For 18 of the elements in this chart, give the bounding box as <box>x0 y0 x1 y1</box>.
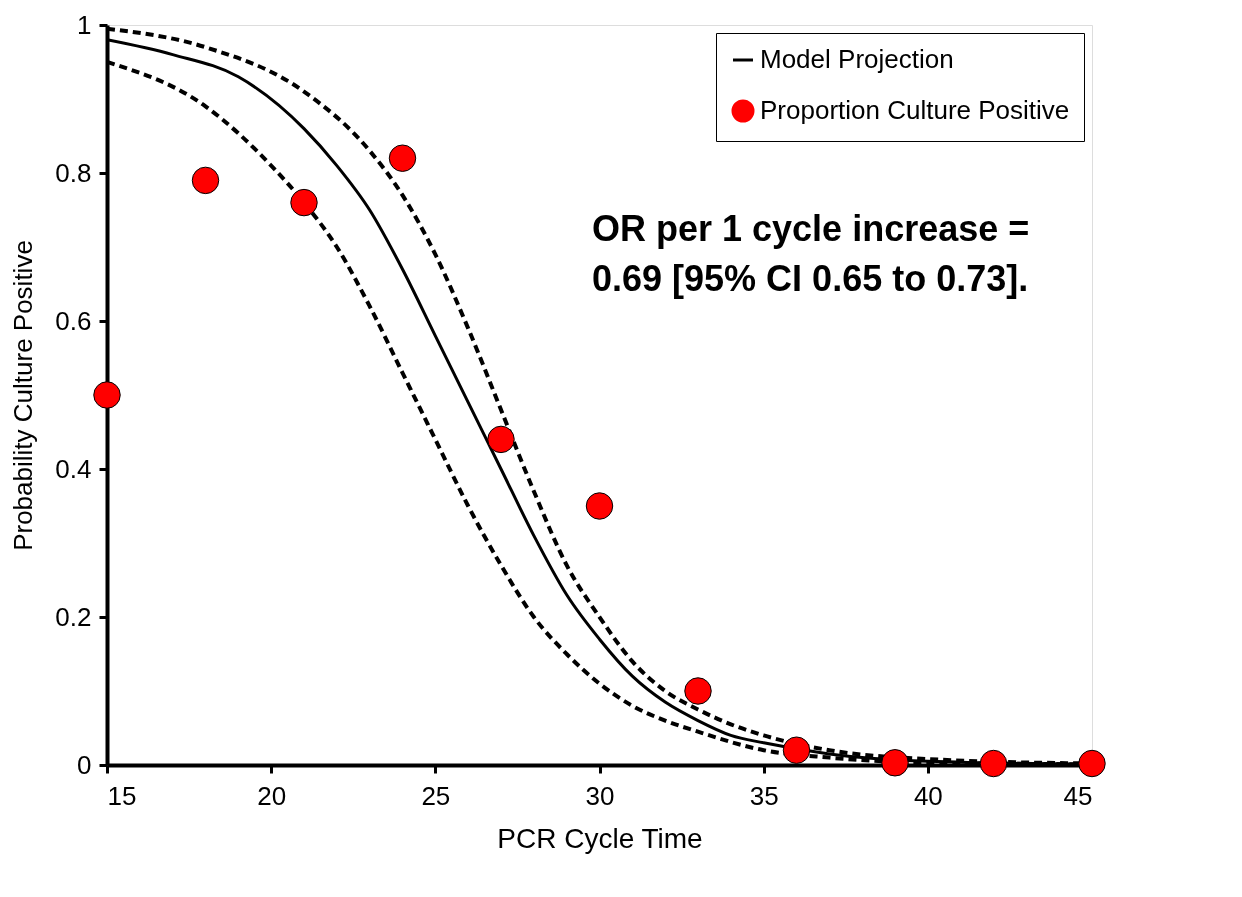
y-tick-label: 0.8 <box>55 157 92 188</box>
x-tick-label: 20 <box>257 780 287 811</box>
y-axis-title: Probability Culture Positive <box>8 240 39 551</box>
y-tick-label: 0.4 <box>55 453 92 484</box>
x-tick-label: 30 <box>585 780 615 811</box>
y-tick-label: 1 <box>77 9 92 40</box>
x-tick-label: 35 <box>749 780 779 811</box>
y-tick-label: 0 <box>77 749 92 780</box>
legend-label: Proportion Culture Positive <box>760 95 1070 125</box>
x-axis-title: PCR Cycle Time <box>497 822 703 854</box>
legend-label: Model Projection <box>760 44 954 74</box>
x-tick-label: 45 <box>1063 780 1093 811</box>
y-tick-label: 0.6 <box>55 305 92 336</box>
y-tick-label: 0.2 <box>55 601 92 632</box>
x-tick-label: 25 <box>421 780 451 811</box>
annotation: OR per 1 cycle increase = 0.69 [95% CI 0.65 to 0.73]. <box>592 208 1030 299</box>
x-tick-label: 40 <box>913 780 943 811</box>
x-tick-label: 15 <box>107 780 137 811</box>
